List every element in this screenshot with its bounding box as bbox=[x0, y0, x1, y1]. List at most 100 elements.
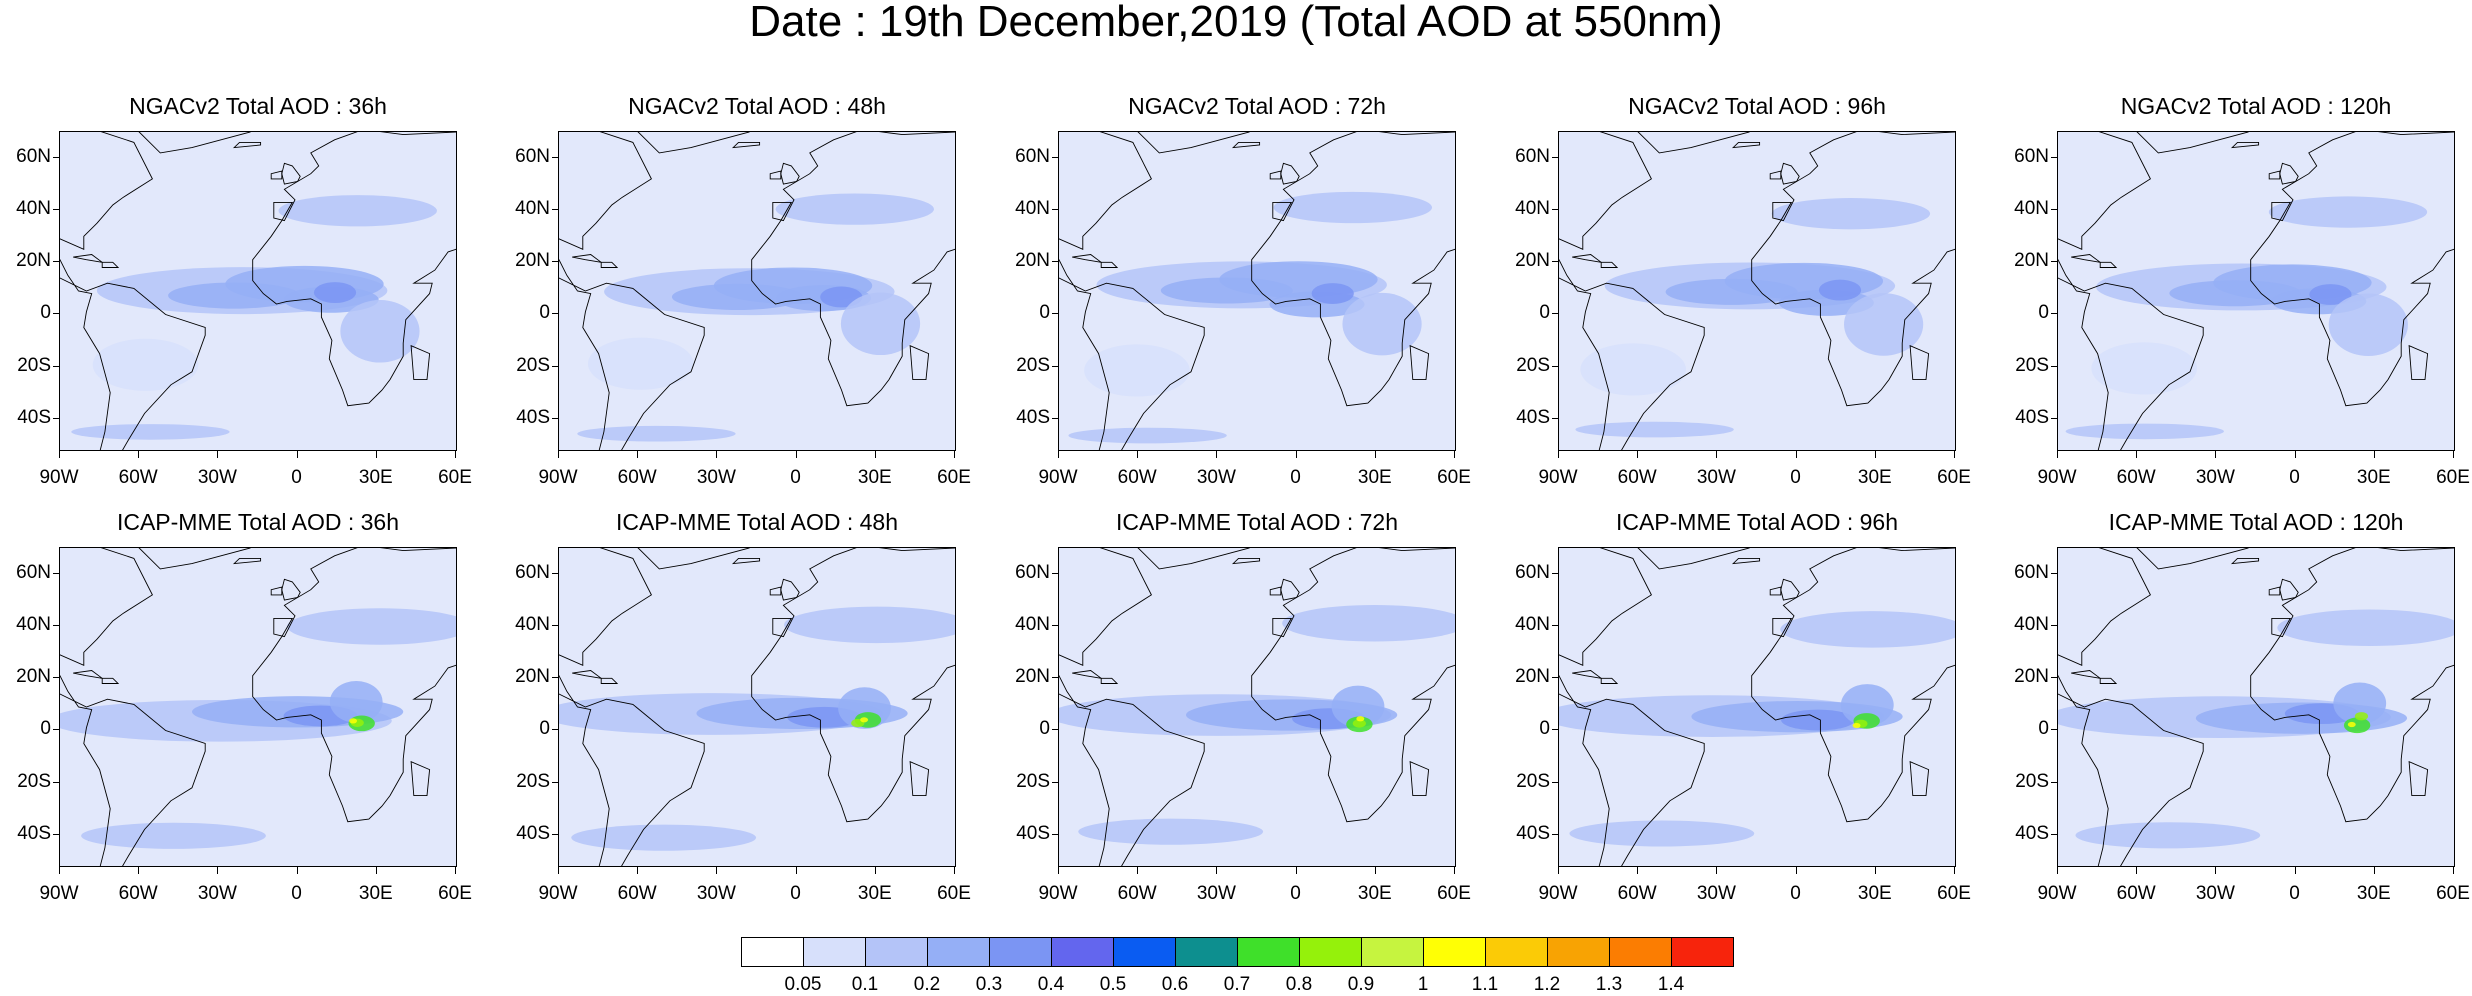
aod-field-blob bbox=[2169, 280, 2302, 307]
map-svg bbox=[1059, 548, 1455, 866]
lon-tick-label: 30W bbox=[1696, 467, 1736, 488]
coastline bbox=[1280, 578, 1300, 601]
lat-tick bbox=[1052, 625, 1058, 627]
lon-tick-label: 30W bbox=[1196, 467, 1236, 488]
lon-tick-label: 0 bbox=[790, 467, 801, 488]
coastline bbox=[1559, 132, 1705, 450]
lat-tick bbox=[1052, 313, 1058, 315]
aod-field-blob bbox=[1160, 277, 1293, 304]
lon-tick-label: 90W bbox=[39, 883, 79, 904]
lat-tick-label: 40S bbox=[1016, 822, 1050, 844]
lon-tick-label: 0 bbox=[1790, 883, 1801, 904]
lon-tick-label: 60W bbox=[617, 467, 657, 488]
colorbar-swatch bbox=[1423, 937, 1486, 967]
lon-tick-label: 0 bbox=[291, 883, 302, 904]
coastline bbox=[270, 586, 283, 596]
lat-tick-label: 40N bbox=[1015, 614, 1050, 636]
lat-tick-label: 20S bbox=[1516, 354, 1550, 376]
coastline bbox=[232, 141, 262, 149]
lat-tick-label: 20S bbox=[1516, 770, 1550, 792]
lat-tick-label: 60N bbox=[16, 146, 51, 168]
aod-field-blob bbox=[1068, 427, 1227, 444]
lon-tick-label: 60E bbox=[2436, 467, 2470, 488]
lat-tick bbox=[1552, 209, 1558, 211]
map-svg bbox=[60, 132, 456, 450]
lon-tick bbox=[296, 867, 298, 874]
coastline bbox=[1072, 670, 1102, 679]
lat-tick bbox=[1552, 729, 1558, 731]
lon-tick-label: 30W bbox=[197, 467, 237, 488]
map-panel: NGACv2 Total AOD : 72h 60N 40N 20N 0 20S 40S 90… bbox=[1015, 93, 1471, 488]
lon-tick-label: 60W bbox=[1117, 467, 1157, 488]
lon-tick-label: 30E bbox=[1857, 883, 1892, 904]
colorbar-swatch bbox=[741, 937, 804, 967]
aod-field-blob bbox=[1084, 344, 1190, 397]
aod-field-blob bbox=[784, 606, 955, 644]
lon-tick bbox=[375, 451, 377, 458]
aod-field-blob bbox=[1840, 684, 1894, 726]
map-panel: ICAP-MME Total AOD : 72h 60N 40N 20N 0 20S 40S… bbox=[1015, 509, 1471, 904]
lat-tick-label: 0 bbox=[539, 302, 550, 324]
lat-tick bbox=[1052, 157, 1058, 159]
panel-title: ICAP-MME Total AOD : 72h bbox=[1115, 509, 1399, 535]
lat-tick bbox=[1552, 261, 1558, 263]
aod-field-blob bbox=[2347, 721, 2356, 728]
aod-field-blob bbox=[1273, 191, 1433, 224]
coastline bbox=[600, 677, 619, 684]
panel-title: NGACv2 Total AOD : 36h bbox=[129, 93, 387, 119]
aod-field-blob bbox=[81, 822, 266, 849]
lon-tick bbox=[1874, 451, 1876, 458]
lat-tick bbox=[2051, 573, 2057, 575]
lon-tick bbox=[1558, 451, 1559, 458]
lon-tick bbox=[1295, 867, 1297, 874]
coastline bbox=[1251, 132, 1455, 407]
coastline bbox=[1751, 548, 1955, 823]
coastline bbox=[281, 578, 301, 601]
lat-tick-label: 60N bbox=[2014, 562, 2049, 584]
lat-tick bbox=[1552, 625, 1558, 627]
colorbar-swatch bbox=[927, 937, 990, 967]
lat-tick bbox=[1552, 833, 1558, 835]
aod-colorbar: 0.05 0.1 0.2 0.3 0.4 0.5 0.6 0.7 0.8 0.9 1 1.1 1.2 1.… bbox=[741, 937, 1734, 995]
lat-tick-label: 0 bbox=[2038, 718, 2049, 740]
colorbar-label: 0.4 bbox=[1037, 974, 1065, 995]
lat-tick bbox=[53, 677, 59, 679]
lon-tick bbox=[1454, 867, 1455, 874]
lon-tick bbox=[455, 451, 456, 458]
coastline bbox=[1600, 677, 1619, 684]
lon-tick-label: 90W bbox=[2037, 467, 2077, 488]
lon-tick-label: 90W bbox=[1538, 467, 1578, 488]
lat-tick-label: 20S bbox=[17, 354, 51, 376]
map-panel: ICAP-MME Total AOD : 36h 60N 40N 20N 0 20S 40S… bbox=[16, 509, 472, 904]
coastline bbox=[410, 344, 431, 381]
aod-field-blob bbox=[1331, 685, 1385, 728]
coastline bbox=[751, 132, 955, 407]
lon-tick bbox=[2373, 451, 2375, 458]
lon-tick-label: 30E bbox=[2356, 467, 2391, 488]
lat-tick bbox=[1052, 573, 1058, 575]
aod-field-blob bbox=[2065, 423, 2224, 440]
lon-tick bbox=[1216, 867, 1218, 874]
coastline bbox=[1137, 132, 1250, 154]
lat-tick bbox=[552, 261, 558, 263]
aod-field-blob bbox=[1780, 611, 1955, 648]
lon-tick-label: 60W bbox=[1617, 467, 1657, 488]
coastline bbox=[909, 760, 930, 797]
lon-tick-label: 30E bbox=[1357, 883, 1392, 904]
lat-tick bbox=[2051, 417, 2057, 419]
lat-tick-label: 0 bbox=[40, 718, 51, 740]
lat-tick-label: 20S bbox=[516, 354, 550, 376]
coastline bbox=[637, 132, 750, 154]
lat-tick-label: 40N bbox=[2014, 198, 2049, 220]
lon-tick bbox=[455, 867, 456, 874]
coastline bbox=[1100, 261, 1119, 268]
aod-field-blob bbox=[2328, 293, 2408, 357]
aod-field-blob bbox=[340, 299, 420, 363]
aod-field-blob bbox=[349, 718, 358, 724]
coastline bbox=[1251, 548, 1455, 823]
lon-tick-label: 0 bbox=[790, 883, 801, 904]
lon-tick bbox=[1137, 451, 1139, 458]
colorbar-label: 0.3 bbox=[975, 974, 1003, 995]
aod-field-blob bbox=[671, 283, 804, 310]
aod-field-blob bbox=[577, 425, 736, 442]
